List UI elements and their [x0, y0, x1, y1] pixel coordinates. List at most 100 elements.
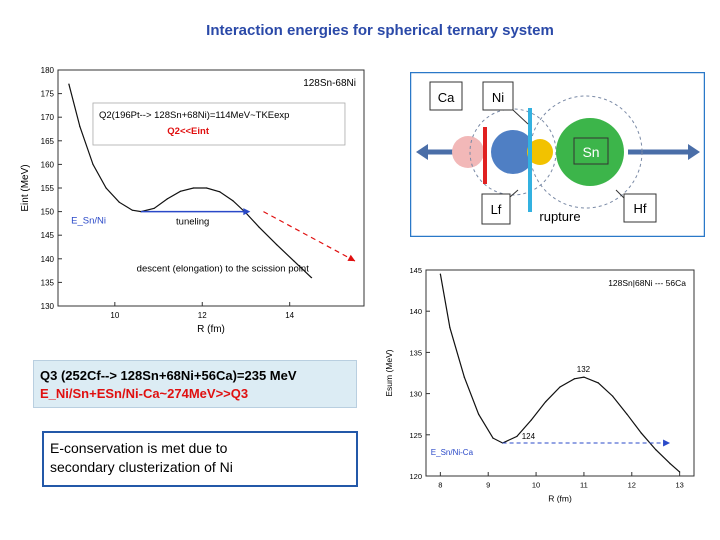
- y-tick-label: 160: [41, 160, 55, 169]
- curve-point: [179, 190, 181, 192]
- curve-point: [293, 260, 295, 262]
- x-axis-label: R (fm): [548, 494, 572, 504]
- y-tick-label: 120: [409, 472, 422, 481]
- ternary-system-diagram: Ca Ni Sn Lf rupture Hf: [409, 71, 706, 238]
- descent-arrow-head: [347, 254, 356, 262]
- level-label: E_Sn/Ni-Ca: [431, 448, 474, 457]
- curve-point: [626, 413, 628, 415]
- curve-point: [131, 209, 133, 211]
- q3-energy-box: Q3 (252Cf--> 128Sn+68Ni+56Ca)=235 MeV E_…: [33, 360, 357, 408]
- y-tick-label: 140: [41, 255, 55, 264]
- y-tick-label: 130: [409, 390, 422, 399]
- chart-title: 128Sn|68Ni --- 56Ca: [608, 278, 686, 288]
- curve-point: [68, 83, 70, 85]
- curve-point: [166, 198, 168, 200]
- curve-point: [463, 376, 465, 378]
- tunneling-arrow-head: [243, 208, 251, 216]
- sn-label-box: [573, 137, 609, 165]
- ca-label-box: [429, 81, 463, 111]
- curve-point: [612, 395, 614, 397]
- y-tick-label: 170: [41, 113, 55, 122]
- curve-point: [516, 435, 518, 438]
- page-title: Interaction energies for spherical terna…: [206, 22, 554, 39]
- curve-point: [545, 401, 547, 403]
- q2-comparison-text: Q2<<Eint: [167, 126, 210, 137]
- curve-point: [219, 191, 221, 193]
- sn-label: Sn: [582, 144, 599, 160]
- chart-title: 128Sn-68Ni: [303, 78, 356, 89]
- left-motion-arrow-head: [416, 144, 428, 160]
- descent-label: descent (elongation) to the scission poi…: [137, 264, 310, 275]
- q2-annotation-box: [92, 102, 346, 146]
- x-tick-label: 11: [580, 481, 588, 490]
- y-tick-label: 150: [41, 208, 55, 217]
- curve-point: [492, 437, 494, 439]
- curve-point: [118, 201, 120, 203]
- ni-label-box: [482, 81, 514, 111]
- y-tick-label: 180: [41, 66, 55, 75]
- q3-energy-text: Q3 (252Cf--> 128Sn+68Ni+56Ca)=235 MeV: [40, 368, 297, 383]
- interaction-energy-chart-svg: 130 135 140 145 150 155 160 165 170 175 180 10 12 14 R…: [20, 66, 365, 335]
- maximum-value-label: 132: [577, 365, 591, 374]
- curve-point: [679, 471, 681, 473]
- right-motion-arrow-head: [688, 144, 700, 160]
- q2-annotation-text: Q2(196Pt--> 128Sn+68Ni)=114MeV~TKEexp: [99, 110, 289, 121]
- y-tick-label: 130: [41, 302, 55, 311]
- rupture-label: rupture: [539, 209, 580, 224]
- curve-point: [597, 382, 599, 384]
- curve-point: [669, 463, 671, 465]
- hf-label-box: [623, 193, 657, 223]
- curve-point: [79, 126, 81, 128]
- ni-pointer-line: [512, 109, 529, 125]
- x-tick-label: 10: [110, 311, 119, 320]
- hf-pointer-line: [615, 189, 625, 199]
- curve-point: [478, 413, 480, 415]
- y-tick-label: 135: [41, 278, 55, 287]
- curve-point: [559, 386, 561, 388]
- curve-point: [640, 432, 642, 434]
- neck-cluster: [527, 139, 553, 165]
- curve-point: [192, 187, 195, 189]
- plot-frame: [425, 269, 695, 477]
- ni-label: Ni: [492, 90, 504, 105]
- energy-conservation-line-1: E-conservation is met due to: [50, 440, 228, 456]
- curve-point: [92, 163, 94, 165]
- hf-label: Hf: [634, 201, 647, 216]
- curve-point: [232, 200, 234, 202]
- lf-label-box: [481, 193, 511, 225]
- curve-point: [105, 187, 107, 189]
- curve-point: [655, 449, 657, 451]
- y-tick-label: 155: [41, 184, 55, 193]
- ca-nucleus: [452, 136, 484, 168]
- energy-sum-text: E_Ni/Sn+ESn/Ni-Ca~274MeV>>Q3: [40, 386, 249, 401]
- esum-energy-chart-svg: 120 125 130 135 140 145 8 9 10 11 12 13 R (fm) Esum (…: [384, 266, 695, 504]
- curve-point: [258, 226, 260, 228]
- curve-point: [439, 273, 441, 275]
- ni-nucleus: [491, 130, 535, 174]
- x-tick-label: 14: [285, 311, 294, 320]
- x-axis-label: R (fm): [197, 324, 225, 335]
- curve-point: [153, 207, 155, 209]
- y-tick-label: 135: [409, 348, 422, 357]
- y-axis-label: Eint (MeV): [20, 164, 31, 211]
- lf-pointer-line: [509, 189, 519, 198]
- minimum-value-label: 124: [522, 432, 536, 441]
- y-tick-label: 145: [409, 266, 422, 275]
- y-axis-label: Esum (MeV): [384, 349, 394, 396]
- curve-point: [583, 376, 585, 378]
- x-tick-label: 12: [628, 481, 636, 490]
- energy-conservation-box: E-conservation is met due to secondary c…: [42, 431, 358, 487]
- y-tick-label: 165: [41, 137, 55, 146]
- curve-point: [310, 277, 313, 279]
- curve-point: [206, 187, 208, 189]
- x-tick-label: 12: [198, 311, 207, 320]
- lf-label: Lf: [491, 202, 502, 217]
- x-tick-label: 13: [675, 481, 683, 490]
- y-tick-label: 125: [409, 431, 422, 440]
- energy-conservation-line-2: secondary clusterization of Ni: [50, 459, 233, 475]
- curve-point: [530, 419, 532, 421]
- ternary-diagram-svg: Ca Ni Sn Lf rupture Hf: [409, 71, 706, 238]
- y-tick-label: 145: [41, 231, 55, 240]
- level-arrow-head: [663, 439, 671, 447]
- ca-label: Ca: [438, 90, 455, 105]
